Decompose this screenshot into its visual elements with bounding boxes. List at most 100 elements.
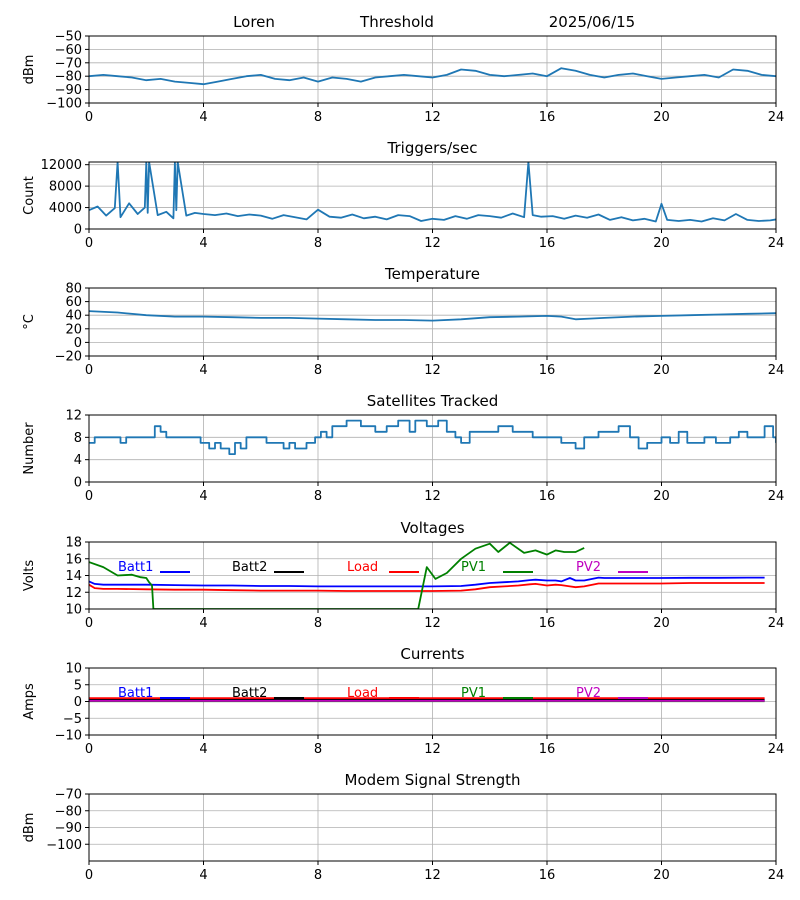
x-tick-label: 20 [653, 616, 670, 631]
x-tick-label: 8 [314, 616, 322, 631]
chart-panel-2: 0 4 8 12 16 20 24 0 4000 8000 12000 Count Triggers/s… [22, 139, 784, 251]
x-tick-label: 16 [539, 616, 556, 631]
series-group [89, 542, 765, 609]
y-tick-label: 0 [74, 336, 82, 351]
panel-title: Triggers/sec [387, 139, 478, 157]
y-tick-label: −50 [55, 30, 82, 45]
legend-label-batt1: Batt1 [118, 560, 153, 575]
y-tick-label: −10 [55, 729, 82, 744]
y-tick-label: 5 [74, 678, 82, 693]
y-tick-label: −80 [55, 70, 82, 85]
x-tick-label: 4 [199, 868, 207, 883]
y-tick-label: 12 [65, 586, 82, 601]
series-line-load [89, 582, 765, 592]
series-line-data [89, 310, 776, 322]
panel-title: Voltages [400, 519, 464, 537]
panel-title: Currents [400, 645, 464, 663]
x-tick-label: 0 [85, 489, 93, 504]
y-tick-label: 0 [74, 695, 82, 710]
series-group [89, 697, 765, 703]
y-tick-label: −100 [46, 97, 82, 112]
x-tick-label: 16 [539, 489, 556, 504]
y-axis-label: dBm [22, 55, 37, 85]
y-tick-label: 4000 [49, 201, 82, 216]
x-tick-label: 20 [653, 489, 670, 504]
y-tick-label: 60 [65, 295, 82, 310]
y-tick-label: −60 [55, 43, 82, 58]
series-line-data [89, 419, 776, 456]
y-tick-label: 8 [74, 431, 82, 446]
legend-label-batt2: Batt2 [232, 686, 267, 701]
panel-title: Temperature [384, 265, 480, 283]
x-tick-label: 0 [85, 868, 93, 883]
y-axis-label: Number [22, 422, 37, 475]
x-tick-label: 24 [768, 236, 785, 251]
legend-label-load: Load [347, 686, 378, 701]
y-tick-label: 10 [65, 662, 82, 677]
x-tick-label: 20 [653, 363, 670, 378]
chart-panel-7: 0 4 8 12 16 20 24 −100 −90 −80−70 dBm Modem Signal … [22, 771, 784, 883]
x-tick-label: 12 [424, 868, 441, 883]
legend-label-pv1: PV1 [461, 686, 486, 701]
x-tick-label: 12 [424, 110, 441, 125]
x-tick-label: 12 [424, 363, 441, 378]
y-tick-label: 16 [65, 552, 82, 567]
x-tick-label: 24 [768, 363, 785, 378]
y-tick-label: 20 [65, 322, 82, 337]
legend-label-batt1: Batt1 [118, 686, 153, 701]
x-tick-label: 24 [768, 489, 785, 504]
y-tick-label: 10 [65, 603, 82, 618]
x-tick-label: 12 [424, 489, 441, 504]
y-tick-label: −20 [55, 350, 82, 365]
x-tick-label: 24 [768, 110, 785, 125]
x-tick-label: 24 [768, 742, 785, 757]
y-axis-label: Amps [22, 683, 37, 720]
x-tick-label: 8 [314, 236, 322, 251]
x-tick-label: 4 [199, 489, 207, 504]
x-tick-label: 16 [539, 236, 556, 251]
x-tick-label: 20 [653, 110, 670, 125]
x-tick-label: 0 [85, 363, 93, 378]
y-tick-label: 8000 [49, 180, 82, 195]
series-line-batt1 [89, 576, 765, 588]
series-line-data [89, 162, 776, 223]
x-tick-label: 4 [199, 110, 207, 125]
y-axis-label: °C [22, 314, 37, 330]
x-tick-label: 12 [424, 742, 441, 757]
x-tick-label: 8 [314, 489, 322, 504]
x-tick-label: 16 [539, 110, 556, 125]
x-tick-label: 20 [653, 742, 670, 757]
x-tick-label: 24 [768, 868, 785, 883]
x-tick-label: 8 [314, 363, 322, 378]
y-tick-label: 0 [74, 223, 82, 238]
header-station: Loren [233, 13, 275, 31]
y-axis-label: dBm [22, 813, 37, 843]
series-line-data [89, 67, 776, 86]
header-date: 2025/06/15 [549, 13, 635, 31]
chart-panel-4: 0 4 8 12 16 20 24 0 4 8 12 Number Satellites Tracked [22, 392, 784, 504]
x-tick-label: 24 [768, 616, 785, 631]
legend-label-pv2: PV2 [576, 686, 601, 701]
x-tick-label: 0 [85, 742, 93, 757]
y-axis-label: Count [22, 176, 37, 215]
legend-label-pv2: PV2 [576, 560, 601, 575]
legend-label-batt2: Batt2 [232, 560, 267, 575]
chart-panel-1: 0 4 8 12 16 20 24 −100−90−80−70−60−50 dBm [22, 30, 784, 126]
y-tick-label: 14 [65, 569, 82, 584]
x-tick-label: 12 [424, 616, 441, 631]
x-tick-label: 16 [539, 868, 556, 883]
x-tick-label: 8 [314, 868, 322, 883]
x-tick-label: 16 [539, 363, 556, 378]
series-group [89, 67, 776, 86]
header-plot-name: Threshold [359, 13, 434, 31]
x-tick-label: 20 [653, 868, 670, 883]
y-tick-label: −90 [55, 83, 82, 98]
y-tick-label: 18 [65, 536, 82, 551]
y-tick-label: −80 [55, 804, 82, 819]
y-tick-label: −5 [63, 712, 82, 727]
y-tick-label: 12 [65, 409, 82, 424]
x-tick-label: 4 [199, 616, 207, 631]
